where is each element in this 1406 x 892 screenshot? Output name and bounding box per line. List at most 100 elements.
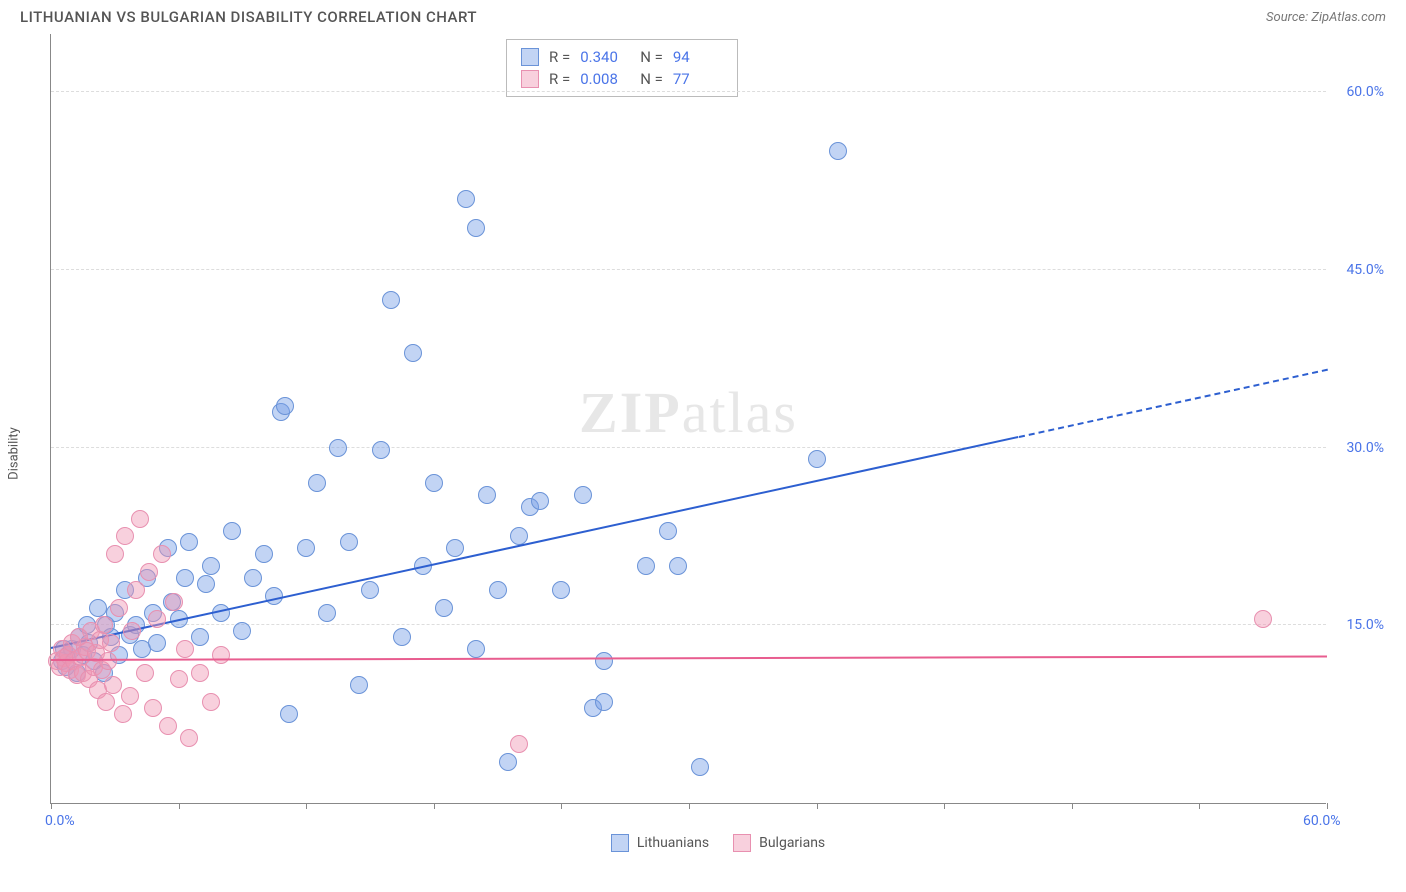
scatter-plot: ZIPatlas R =0.340N =94R =0.008N =77 15.0… [50, 34, 1326, 804]
data-point [191, 628, 209, 646]
data-point [131, 510, 149, 528]
data-point [308, 474, 326, 492]
data-point [531, 492, 549, 510]
data-point [478, 486, 496, 504]
x-tick [561, 803, 562, 809]
data-point [467, 640, 485, 658]
data-point [669, 557, 687, 575]
data-point [595, 652, 613, 670]
legend-item: Bulgarians [733, 834, 825, 852]
data-point [104, 676, 122, 694]
x-tick [1199, 803, 1200, 809]
data-point [404, 344, 422, 362]
legend-swatch [521, 48, 539, 66]
stat-label: R = [549, 70, 570, 88]
data-point [510, 735, 528, 753]
n-value: 94 [673, 48, 723, 66]
legend-label: Bulgarians [759, 835, 825, 851]
x-tick [689, 803, 690, 809]
data-point [176, 640, 194, 658]
data-point [212, 604, 230, 622]
data-point [233, 622, 251, 640]
data-point [114, 705, 132, 723]
data-point [382, 291, 400, 309]
data-point [691, 758, 709, 776]
x-tick [817, 803, 818, 809]
data-point [340, 533, 358, 551]
data-point [148, 634, 166, 652]
data-point [425, 474, 443, 492]
data-point [595, 693, 613, 711]
legend-stat-row: R = 0.008 N = 77 [521, 68, 723, 90]
data-point [99, 652, 117, 670]
data-point [191, 664, 209, 682]
data-point [116, 527, 134, 545]
data-point [329, 439, 347, 457]
r-value: 0.008 [580, 70, 630, 88]
legend-item: Lithuanians [611, 834, 709, 852]
x-tick [1327, 803, 1328, 809]
data-point [89, 599, 107, 617]
data-point [148, 610, 166, 628]
data-point [136, 664, 154, 682]
gridline [51, 269, 1326, 270]
legend-swatch [733, 834, 751, 852]
data-point [574, 486, 592, 504]
x-tick [306, 803, 307, 809]
gridline [51, 91, 1326, 92]
data-point [106, 545, 124, 563]
data-point [297, 539, 315, 557]
data-point [446, 539, 464, 557]
legend-swatch [611, 834, 629, 852]
data-point [223, 522, 241, 540]
data-point [197, 575, 215, 593]
trend-line [51, 655, 1327, 661]
data-point [176, 569, 194, 587]
stat-label: R = [549, 48, 570, 66]
data-point [829, 142, 847, 160]
data-point [110, 599, 128, 617]
data-point [244, 569, 262, 587]
x-tick [434, 803, 435, 809]
data-point [180, 533, 198, 551]
chart-title: LITHUANIAN VS BULGARIAN DISABILITY CORRE… [20, 8, 477, 26]
data-point [350, 676, 368, 694]
data-point [467, 219, 485, 237]
data-point [123, 622, 141, 640]
data-point [659, 522, 677, 540]
data-point [159, 717, 177, 735]
legend-stat-row: R =0.340N =94 [521, 46, 723, 68]
x-tick [179, 803, 180, 809]
data-point [1254, 610, 1272, 628]
x-tick [51, 803, 52, 809]
x-tick [944, 803, 945, 809]
stat-label: N = [640, 70, 663, 88]
data-point [552, 581, 570, 599]
data-point [361, 581, 379, 599]
data-point [140, 563, 158, 581]
data-point [170, 670, 188, 688]
y-tick-label: 15.0% [1346, 617, 1384, 633]
y-tick-label: 30.0% [1346, 440, 1384, 456]
data-point [180, 729, 198, 747]
y-tick-label: 60.0% [1346, 84, 1384, 100]
data-point [318, 604, 336, 622]
data-point [97, 693, 115, 711]
data-point [212, 646, 230, 664]
data-point [499, 753, 517, 771]
data-point [808, 450, 826, 468]
data-point [489, 581, 507, 599]
data-point [276, 397, 294, 415]
data-point [95, 616, 113, 634]
data-point [165, 593, 183, 611]
stat-label: N = [640, 48, 663, 66]
n-value: 77 [673, 70, 723, 88]
data-point [637, 557, 655, 575]
data-point [127, 581, 145, 599]
data-point [435, 599, 453, 617]
stats-legend: R =0.340N =94R =0.008N =77 [506, 39, 738, 97]
data-point [102, 634, 120, 652]
data-point [255, 545, 273, 563]
series-legend: Lithuanians Bulgarians [50, 834, 1386, 852]
y-tick-label: 45.0% [1346, 262, 1384, 278]
